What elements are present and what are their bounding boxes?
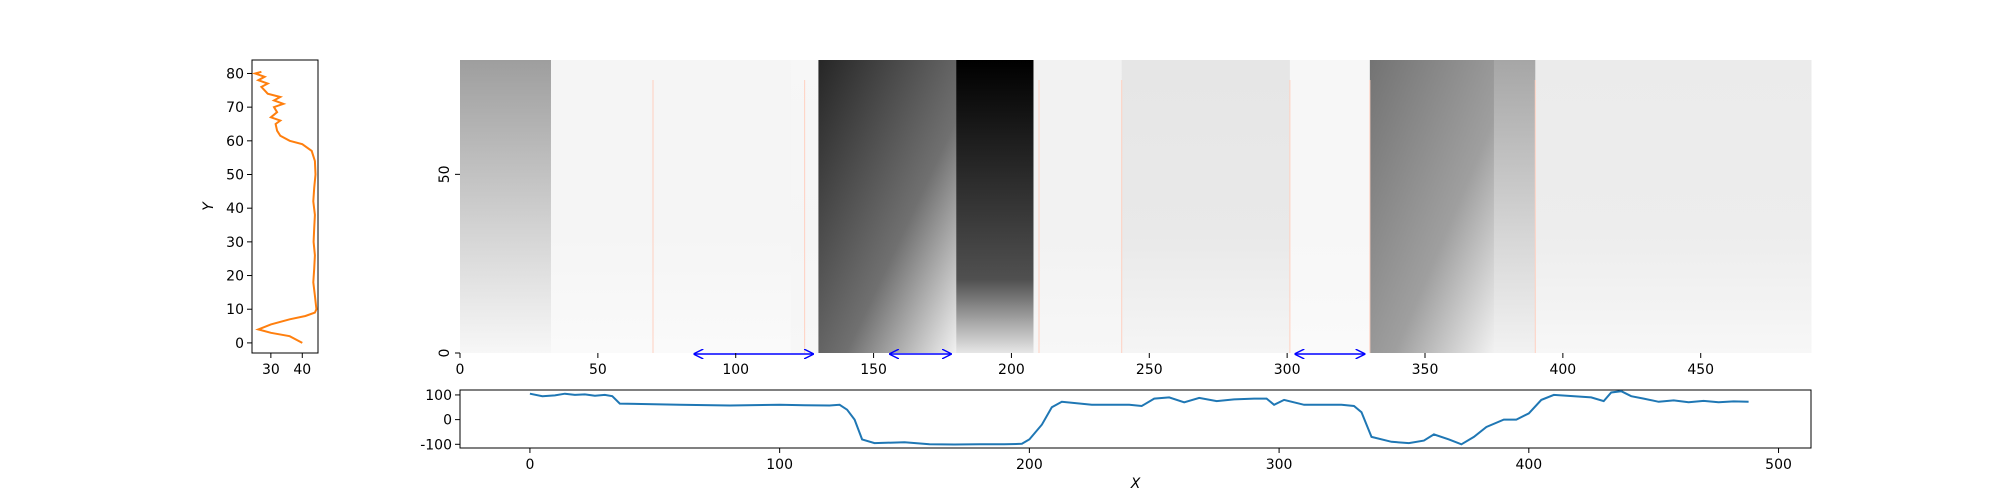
bottom-x-tick-label: 0	[525, 457, 534, 473]
heatmap-band	[1369, 60, 1495, 353]
bottom-y-tick-label: -100	[420, 437, 452, 453]
heatmap-band	[460, 60, 552, 353]
left-y-tick-label: 20	[226, 269, 244, 285]
left-y-tick-label: 10	[226, 302, 244, 318]
heatmap-band	[1033, 60, 1123, 353]
left-profile-y-axis-label: Y	[201, 201, 217, 211]
heatmap-x-tick-label: 250	[1136, 362, 1163, 378]
bottom-y-tick-label: 0	[443, 413, 452, 429]
left-y-tick-label: 30	[226, 235, 244, 251]
bottom-x-tick-label: 400	[1515, 457, 1542, 473]
bottom-signal-panel: 0 100 200 300 400 500 -100 0 100 X	[420, 388, 1812, 492]
left-profile-panel: 30 40 0 10 20 30 40 50 60 70 80 Y	[201, 59, 319, 378]
heatmap-x-tick-label: 200	[998, 362, 1025, 378]
bottom-signal-line	[529, 390, 1749, 446]
heatmap-x-tick-label: 0	[456, 362, 465, 378]
heatmap-y-tick-label: 0	[437, 349, 453, 358]
left-y-tick-label: 0	[235, 336, 244, 352]
left-y-tick-label: 60	[226, 134, 244, 150]
left-profile-line	[251, 70, 318, 344]
heatmap-x-tick-label: 50	[589, 362, 607, 378]
heatmap-y-tick-label: 50	[437, 165, 453, 183]
left-y-tick-label: 70	[226, 100, 244, 116]
heatmap-x-tick-label: 300	[1274, 362, 1301, 378]
heatmap-image	[460, 60, 1812, 353]
bottom-signal-y-ticks: -100 0 100	[420, 388, 460, 453]
heatmap-x-tick-label: 100	[722, 362, 749, 378]
heatmap-x-tick-label: 400	[1549, 362, 1576, 378]
heatmap-band	[1289, 60, 1371, 353]
bottom-x-tick-label: 300	[1266, 457, 1293, 473]
left-y-tick-label: 50	[226, 168, 244, 184]
heatmap-band	[818, 60, 957, 353]
bottom-signal-frame	[459, 389, 1812, 449]
bottom-signal-x-ticks: 0 100 200 300 400 500	[525, 448, 1792, 473]
left-profile-frame	[251, 59, 319, 354]
heatmap-band	[1121, 60, 1291, 353]
main-heatmap-panel: 0 50 100 150 200 250 300 350 400 450 0 50	[437, 60, 1812, 378]
left-x-tick-label: 40	[293, 362, 311, 378]
heatmap-band	[956, 60, 1034, 353]
heatmap-x-tick-label: 350	[1412, 362, 1439, 378]
heatmap-band	[1535, 60, 1812, 353]
bottom-x-tick-label: 200	[1016, 457, 1043, 473]
bottom-x-tick-label: 500	[1765, 457, 1792, 473]
heatmap-band	[1493, 60, 1536, 353]
heatmap-x-tick-label: 450	[1687, 362, 1714, 378]
heatmap-band	[550, 60, 792, 353]
left-profile-x-ticks: 30 40	[262, 353, 311, 378]
heatmap-boundaries	[652, 80, 1536, 353]
heatmap-x-ticks: 0 50 100 150 200 250 300 350 400 450	[456, 353, 1714, 378]
heatmap-x-tick-label: 150	[860, 362, 887, 378]
bottom-x-tick-label: 100	[766, 457, 793, 473]
left-profile-y-ticks: 0 10 20 30 40 50 60 70 80	[226, 66, 252, 352]
left-y-tick-label: 80	[226, 66, 244, 82]
heatmap-y-ticks: 0 50	[437, 165, 460, 357]
bottom-y-tick-label: 100	[425, 388, 452, 404]
bottom-signal-x-axis-label: X	[1130, 476, 1141, 492]
left-y-tick-label: 40	[226, 201, 244, 217]
left-x-tick-label: 30	[262, 362, 280, 378]
